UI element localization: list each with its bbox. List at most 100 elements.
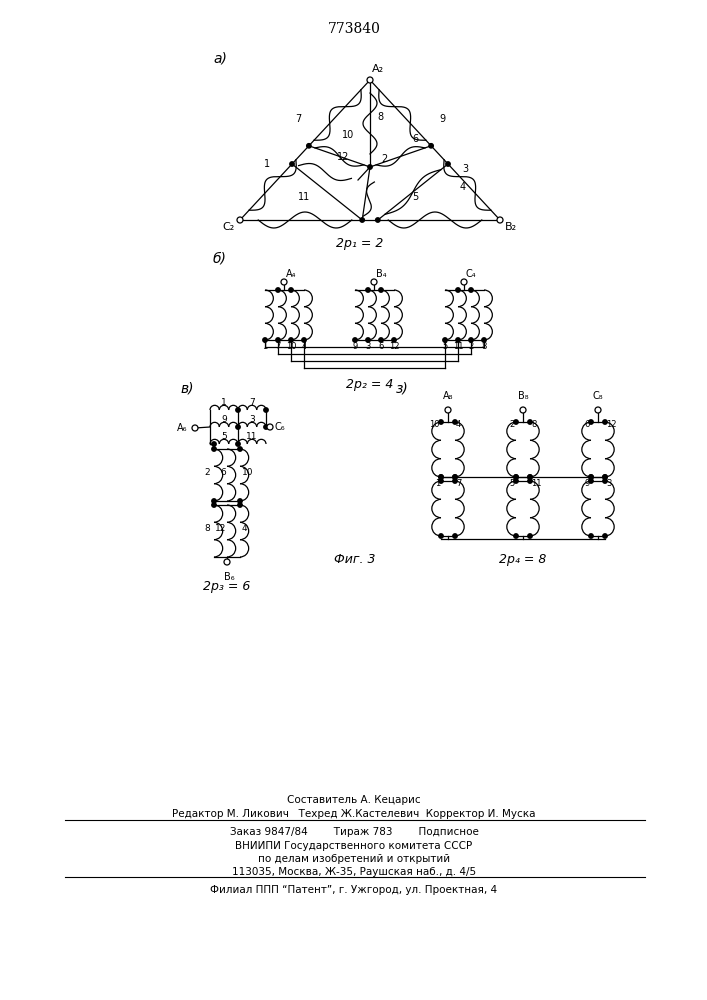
Circle shape	[528, 479, 532, 483]
Circle shape	[469, 288, 473, 292]
Text: B₄: B₄	[376, 269, 387, 279]
Text: B₆: B₆	[223, 572, 234, 582]
Circle shape	[595, 407, 601, 413]
Circle shape	[452, 479, 457, 483]
Text: 11: 11	[246, 432, 258, 441]
Text: б): б)	[213, 252, 227, 266]
Circle shape	[528, 420, 532, 424]
Circle shape	[224, 559, 230, 565]
Circle shape	[212, 447, 216, 451]
Text: 7: 7	[249, 398, 255, 407]
Text: 9: 9	[221, 415, 227, 424]
Text: 1: 1	[221, 398, 227, 407]
Text: 2: 2	[204, 468, 210, 477]
Text: 12: 12	[215, 524, 226, 533]
Text: 1: 1	[435, 479, 440, 488]
Circle shape	[439, 475, 443, 479]
Text: 11: 11	[452, 342, 463, 351]
Circle shape	[481, 338, 486, 342]
Text: C₈: C₈	[592, 391, 603, 401]
Circle shape	[375, 218, 380, 222]
Circle shape	[288, 338, 293, 342]
Text: 5: 5	[412, 192, 418, 202]
Text: 12: 12	[337, 152, 349, 162]
Circle shape	[469, 338, 473, 342]
Circle shape	[456, 288, 460, 292]
Text: 9: 9	[439, 114, 445, 124]
Text: 5: 5	[221, 432, 227, 441]
Text: 2p₂ = 4: 2p₂ = 4	[346, 378, 394, 391]
Text: 2p₄ = 8: 2p₄ = 8	[499, 553, 547, 566]
Circle shape	[379, 288, 383, 292]
Text: 4: 4	[301, 342, 307, 351]
Text: 7: 7	[275, 342, 281, 351]
Circle shape	[379, 338, 383, 342]
Text: 8: 8	[531, 420, 537, 429]
Text: 12: 12	[606, 420, 617, 429]
Circle shape	[290, 162, 294, 166]
Text: 2p₁ = 2: 2p₁ = 2	[337, 237, 384, 250]
Circle shape	[603, 420, 607, 424]
Text: 3: 3	[249, 415, 255, 424]
Circle shape	[264, 425, 268, 429]
Text: 6: 6	[412, 134, 418, 144]
Circle shape	[452, 475, 457, 479]
Text: а): а)	[213, 52, 227, 66]
Text: 3: 3	[462, 164, 468, 174]
Circle shape	[371, 279, 377, 285]
Text: 6: 6	[585, 420, 590, 429]
Circle shape	[514, 479, 518, 483]
Circle shape	[236, 425, 240, 429]
Text: 4: 4	[242, 524, 247, 533]
Circle shape	[603, 479, 607, 483]
Circle shape	[439, 479, 443, 483]
Circle shape	[514, 475, 518, 479]
Text: 6: 6	[378, 342, 384, 351]
Text: 773840: 773840	[327, 22, 380, 36]
Circle shape	[589, 534, 593, 538]
Text: 5: 5	[510, 479, 515, 488]
Circle shape	[452, 475, 457, 479]
Text: 8: 8	[481, 342, 486, 351]
Text: 10: 10	[429, 420, 440, 429]
Text: 2: 2	[468, 342, 474, 351]
Circle shape	[192, 425, 198, 431]
Circle shape	[238, 447, 243, 451]
Text: Составитель А. Кецарис: Составитель А. Кецарис	[287, 795, 421, 805]
Circle shape	[212, 499, 216, 503]
Circle shape	[237, 217, 243, 223]
Text: A₈: A₈	[443, 391, 453, 401]
Circle shape	[446, 162, 450, 166]
Text: A₄: A₄	[286, 269, 296, 279]
Circle shape	[366, 288, 370, 292]
Circle shape	[603, 534, 607, 538]
Circle shape	[368, 165, 372, 169]
Text: 9: 9	[352, 342, 358, 351]
Circle shape	[445, 407, 451, 413]
Text: 10: 10	[342, 130, 354, 140]
Text: 2: 2	[381, 154, 387, 164]
Circle shape	[514, 475, 518, 479]
Text: 4: 4	[460, 182, 466, 192]
Circle shape	[520, 407, 526, 413]
Text: 2p₃ = 6: 2p₃ = 6	[204, 580, 251, 593]
Text: з): з)	[396, 382, 409, 396]
Circle shape	[392, 338, 396, 342]
Text: Филиал ППП “Патент”, г. Ужгород, ул. Проектная, 4: Филиал ППП “Патент”, г. Ужгород, ул. Про…	[211, 885, 498, 895]
Circle shape	[307, 144, 311, 148]
Text: 3: 3	[366, 342, 370, 351]
Text: A₆: A₆	[177, 423, 187, 433]
Text: Редактор М. Ликович   Техред Ж.Кастелевич  Корректор И. Муска: Редактор М. Ликович Техред Ж.Кастелевич …	[173, 809, 536, 819]
Circle shape	[497, 217, 503, 223]
Circle shape	[452, 534, 457, 538]
Circle shape	[288, 288, 293, 292]
Text: 7: 7	[295, 114, 301, 124]
Circle shape	[367, 77, 373, 83]
Circle shape	[456, 338, 460, 342]
Circle shape	[236, 408, 240, 412]
Text: C₄: C₄	[466, 269, 477, 279]
Text: 7: 7	[456, 479, 462, 488]
Circle shape	[589, 420, 593, 424]
Text: 1: 1	[264, 159, 270, 169]
Circle shape	[439, 420, 443, 424]
